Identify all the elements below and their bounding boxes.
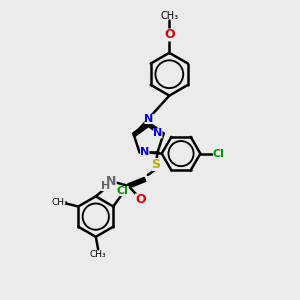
Text: CH₃: CH₃ — [160, 11, 178, 21]
Text: CH₃: CH₃ — [52, 198, 68, 207]
Text: N: N — [140, 146, 149, 157]
Text: N: N — [106, 175, 117, 188]
Text: O: O — [135, 194, 146, 206]
Text: H: H — [101, 181, 110, 191]
Text: O: O — [164, 28, 175, 41]
Text: Cl: Cl — [213, 148, 225, 159]
Text: S: S — [152, 158, 160, 171]
Text: Cl: Cl — [117, 186, 129, 196]
Text: CH₃: CH₃ — [90, 250, 106, 259]
Text: N: N — [145, 114, 154, 124]
Text: N: N — [153, 128, 163, 138]
